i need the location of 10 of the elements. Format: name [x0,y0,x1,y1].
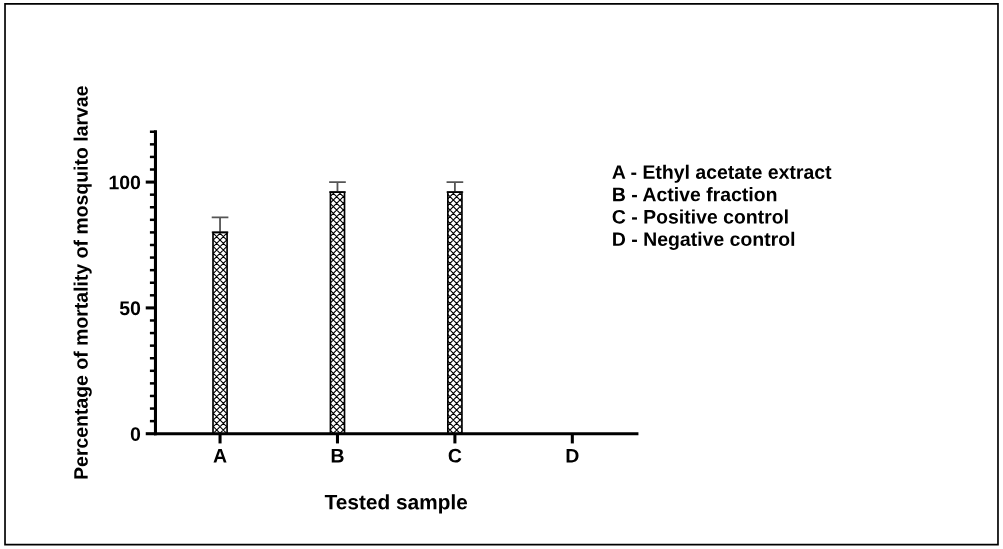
x-tick-label: A [213,449,227,463]
y-tick-label: 0 [130,427,141,441]
y-tick-label: 100 [109,175,141,190]
x-tick-label: C [448,448,462,463]
x-tick-label: B [331,449,344,463]
y-axis-title: Percentage of mortality of mosquito larvae [73,86,92,479]
x-tick-label: D [566,449,579,463]
annotation: A - Ethyl acetate extract B - Active fraction C - Positive control D - Negative control [612,164,832,250]
y-tick-label: 50 [119,301,141,316]
x-axis-title: Tested sample [324,494,468,514]
